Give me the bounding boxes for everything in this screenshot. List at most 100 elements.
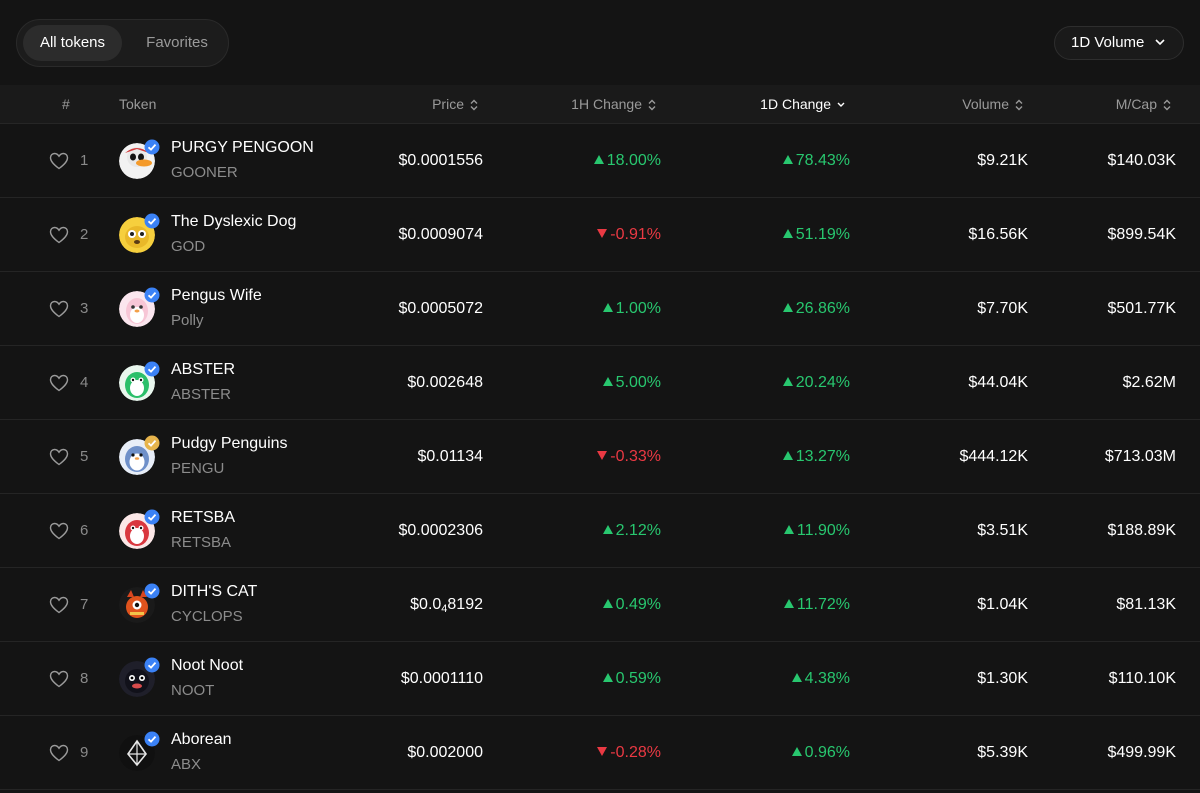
one-hour-change: -0.91% [597, 198, 661, 272]
heart-icon[interactable] [49, 522, 69, 540]
heart-icon[interactable] [49, 596, 69, 614]
change-value: 51.19% [795, 226, 850, 243]
token-volume: $9.21K [977, 152, 1028, 169]
token-symbol: PENGU [171, 460, 225, 477]
token-name[interactable]: PURGY PENGOON [171, 139, 314, 156]
token-avatar [119, 287, 160, 327]
green-penguin-icon [119, 365, 155, 401]
change-value: 26.86% [795, 300, 850, 317]
header-price[interactable]: Price [432, 85, 478, 123]
triangle-up-icon [791, 673, 802, 682]
change-value: 1.00% [615, 300, 661, 317]
token-market-cap: $110.10K [1108, 670, 1176, 687]
token-volume: $44.04K [968, 374, 1028, 391]
heart-icon[interactable] [49, 226, 69, 244]
verified-badge-icon [144, 435, 160, 451]
token-market-cap: $713.03M [1104, 448, 1176, 465]
token-name[interactable]: RETSBA [171, 509, 236, 526]
one-day-change: 0.96% [791, 716, 850, 790]
token-name[interactable]: Pengus Wife [171, 287, 262, 304]
table-row[interactable]: 6 RETSBA RETSBA $0.0002306 2.12% 11.90% $3.51K… [0, 494, 1200, 568]
triangle-up-icon [602, 599, 613, 608]
token-market-cap: $899.54K [1107, 226, 1176, 243]
token-volume: $1.30K [977, 670, 1028, 687]
header-volume-label: Volume [962, 96, 1009, 112]
header-1d-change[interactable]: 1D Change [760, 85, 845, 123]
change-value: 78.43% [795, 152, 850, 169]
token-symbol: Polly [171, 312, 204, 329]
token-name[interactable]: Aborean [171, 731, 232, 748]
one-hour-change: -0.28% [597, 716, 661, 790]
sort-dropdown[interactable]: 1D Volume [1054, 26, 1184, 60]
token-symbol: GOONER [171, 164, 238, 181]
token-market-cap: $81.13K [1116, 596, 1176, 613]
price-value: $0.0001110 [400, 670, 483, 687]
token-name[interactable]: Noot Noot [171, 657, 244, 674]
triangle-up-icon [783, 525, 794, 534]
one-hour-change: 5.00% [602, 346, 661, 420]
token-avatar [119, 583, 160, 623]
table-row[interactable]: 4 ABSTER ABSTER $0.002648 5.00% 20.24% $44.04K… [0, 346, 1200, 420]
change-value: -0.33% [610, 448, 661, 465]
header-price-label: Price [432, 96, 464, 112]
token-symbol: NOOT [171, 682, 215, 699]
token-name[interactable]: DITH'S CAT [171, 583, 258, 600]
token-volume: $7.70K [977, 300, 1028, 317]
token-market-cap: $501.77K [1107, 300, 1176, 317]
verified-badge-icon [144, 361, 160, 377]
change-value: 0.96% [804, 744, 850, 761]
triangle-down-icon [597, 747, 608, 756]
token-avatar [119, 139, 160, 179]
table-row[interactable]: 1 PURGY PENGOON GOONER $0.0001556 18.00% 78.4… [0, 124, 1200, 198]
token-name[interactable]: The Dyslexic Dog [171, 213, 297, 230]
token-name[interactable]: Pudgy Penguins [171, 435, 288, 452]
price-zero-count: 4 [441, 603, 448, 615]
heart-icon[interactable] [49, 300, 69, 318]
rank-number: 6 [80, 522, 89, 539]
token-name[interactable]: ABSTER [171, 361, 236, 378]
token-symbol: GOD [171, 238, 206, 255]
chevron-down-icon [837, 102, 845, 108]
table-row[interactable]: 2 The Dyslexic Dog GOD $0.0009074 -0.91% 51.1… [0, 198, 1200, 272]
verified-badge-icon [144, 287, 160, 303]
pink-penguin-icon [119, 291, 155, 327]
table-row[interactable]: 9 Aborean ABX $0.002000 -0.28% 0.96% $5.39K $49… [0, 716, 1200, 790]
header-token: Token [119, 96, 157, 112]
tab-favorites[interactable]: Favorites [146, 34, 208, 51]
table-row[interactable]: 7 DITH'S CAT CYCLOPS $0.048192 0.49% 11.72% $1… [0, 568, 1200, 642]
verified-badge-icon [144, 583, 160, 599]
diamond-icon [119, 735, 155, 771]
table-header: # Token Price 1H Change 1D Change Volume… [0, 85, 1200, 124]
price-main: $0.0 [410, 596, 442, 613]
header-mcap[interactable]: M/Cap [1116, 85, 1171, 123]
change-value: 2.12% [615, 522, 661, 539]
one-day-change: 4.38% [791, 642, 850, 716]
heart-icon[interactable] [49, 152, 69, 170]
rank-number: 1 [80, 152, 89, 169]
table-row[interactable]: 8 Noot Noot NOOT $0.0001110 0.59% 4.38% $1.30K… [0, 642, 1200, 716]
header-1d-label: 1D Change [760, 96, 831, 112]
table-row[interactable]: 3 Pengus Wife Polly $0.0005072 1.00% 26.86% $7… [0, 272, 1200, 346]
top-bar: All tokens Favorites 1D Volume [0, 0, 1200, 85]
header-1h-change[interactable]: 1H Change [571, 85, 656, 123]
heart-icon[interactable] [49, 448, 69, 466]
token-volume: $5.39K [977, 744, 1028, 761]
heart-icon[interactable] [49, 744, 69, 762]
cat-icon [119, 587, 155, 623]
sort-icon [470, 99, 478, 111]
table-row[interactable]: 5 Pudgy Penguins PENGU $0.01134 -0.33% 13.27%… [0, 420, 1200, 494]
header-rank: # [62, 96, 70, 112]
rank-number: 9 [80, 744, 89, 761]
token-avatar [119, 509, 160, 549]
header-volume[interactable]: Volume [962, 85, 1023, 123]
tab-all-tokens[interactable]: All tokens [23, 25, 122, 61]
triangle-up-icon [593, 155, 604, 164]
price-value: $0.0002306 [398, 522, 483, 539]
heart-icon[interactable] [49, 374, 69, 392]
heart-icon[interactable] [49, 670, 69, 688]
price-value: $0.01134 [417, 448, 483, 465]
token-symbol: ABX [171, 756, 202, 773]
verified-badge-icon [144, 657, 160, 673]
triangle-up-icon [602, 673, 613, 682]
one-hour-change: 2.12% [602, 494, 661, 568]
